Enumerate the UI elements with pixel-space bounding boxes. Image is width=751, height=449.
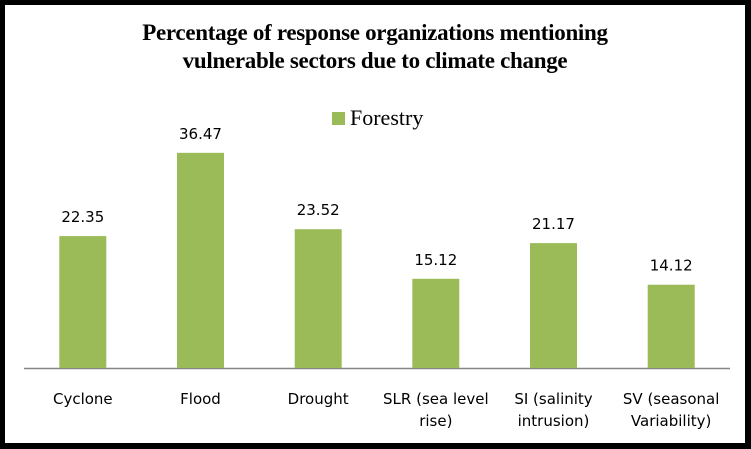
data-label-3: 23.52 [297,201,340,219]
bar-1 [59,236,107,368]
category-label-3: Drought [258,388,378,410]
category-label-line: SV (seasonal [622,390,720,408]
data-label-1: 22.35 [61,208,104,226]
category-label-6: SV (seasonal Variability) [611,388,731,432]
category-label-1: Cyclone [23,388,143,410]
data-label-5: 21.17 [532,215,575,233]
bar-6 [647,284,695,368]
category-label-line: Drought [287,390,349,408]
legend-swatch-forestry [332,111,345,125]
category-label-line: intrusion) [517,412,590,430]
data-label-4: 15.12 [414,251,457,269]
bar-chart-plot: 22.35 36.47 23.52 15.12 21.17 14.12 [24,125,730,370]
bar-5 [530,243,577,368]
category-label-2: Flood [141,388,261,410]
data-label-6: 14.12 [650,257,693,275]
bar-2 [177,152,224,368]
category-label-line: rise) [419,412,453,430]
bar-3 [294,229,342,368]
chart-title-line-2: vulnerable sectors due to climate change [182,48,568,73]
category-label-4: SLR (sea level rise) [376,388,496,432]
data-label-2: 36.47 [179,125,222,143]
legend: Forestry [332,105,423,131]
category-label-line: Variability) [630,412,712,430]
category-label-line: Flood [180,390,221,408]
legend-label-forestry: Forestry [350,105,424,130]
chart-title-line-1: Percentage of response organizations men… [142,20,608,45]
category-label-line: SLR (sea level [383,390,489,408]
category-label-5: SI (salinity intrusion) [494,388,614,432]
category-label-line: SI (salinity [514,390,593,408]
chart-title: Percentage of response organizations men… [5,19,745,75]
category-label-line: Cyclone [52,390,113,408]
bar-4 [412,278,460,368]
